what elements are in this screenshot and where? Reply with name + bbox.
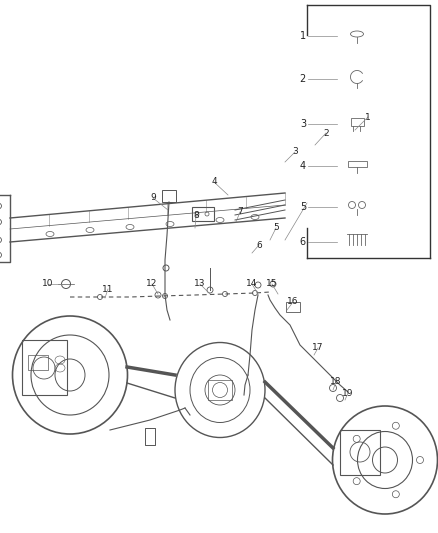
Text: 5: 5 [300,202,306,212]
Text: 1: 1 [365,112,371,122]
Bar [192,207,214,221]
Text: 13: 13 [194,279,206,288]
Text: 1: 1 [300,31,306,41]
Text: 16: 16 [287,297,299,306]
Text: 7: 7 [237,207,243,216]
Text: 5: 5 [273,223,279,232]
Bar [162,190,176,202]
Text: 2: 2 [323,128,329,138]
Text: 15: 15 [266,279,278,288]
Text: 6: 6 [256,240,262,249]
Text: 4: 4 [300,161,306,171]
Text: 10: 10 [42,279,54,288]
Text: 4: 4 [211,177,217,187]
Text: 2: 2 [300,74,306,84]
Text: 19: 19 [342,389,354,398]
Text: 9: 9 [150,193,156,203]
Text: 18: 18 [330,377,342,386]
Text: 14: 14 [246,279,258,288]
Text: 17: 17 [312,343,324,352]
Bar [348,161,367,167]
Text: 12: 12 [146,279,158,288]
Text: 8: 8 [193,212,199,221]
Bar [286,302,300,312]
Text: 11: 11 [102,285,114,294]
Bar [351,118,364,126]
Text: 6: 6 [300,237,306,247]
Bar [28,355,48,370]
Bar [208,380,232,400]
Text: 3: 3 [300,119,306,129]
Text: 3: 3 [292,148,298,157]
